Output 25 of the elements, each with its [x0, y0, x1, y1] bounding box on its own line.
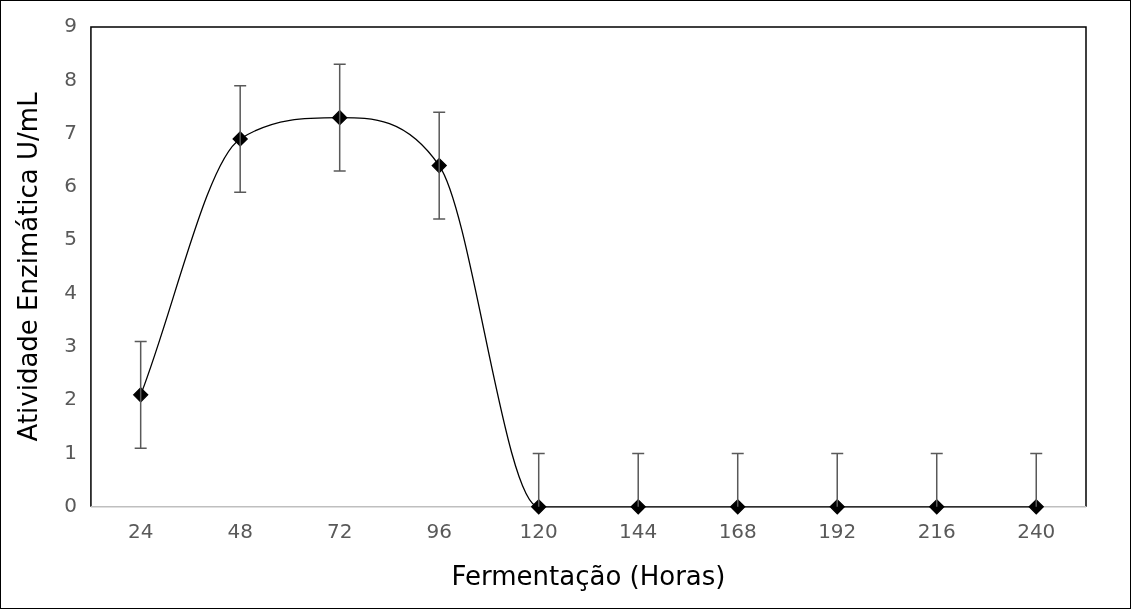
x-tick-label: 216: [917, 519, 956, 543]
x-tick-label: 120: [519, 519, 558, 543]
x-tick-label: 72: [326, 519, 353, 543]
y-tick-label: 5: [64, 226, 77, 251]
point: [730, 499, 746, 515]
point: [929, 499, 945, 515]
x-tick-label: 192: [818, 519, 857, 543]
point: [531, 499, 547, 515]
x-tick-label: 144: [619, 519, 658, 543]
x-tick-label: 24: [127, 519, 154, 543]
y-tick-label: 7: [64, 119, 77, 144]
y-axis-title: Atividade Enzimática U/mL: [13, 91, 44, 442]
y-tick-label: 0: [64, 493, 77, 517]
x-tick-label: 240: [1017, 519, 1056, 543]
x-tick-label: 48: [227, 519, 253, 543]
y-tick-label: 3: [64, 333, 77, 358]
y-tick-label: 1: [64, 439, 77, 464]
y-tick-label: 9: [64, 13, 77, 38]
y-tick-label: 6: [64, 173, 77, 198]
x-tick-label: 96: [426, 519, 452, 543]
y-tick-label: 4: [64, 279, 77, 304]
x-axis-title: Fermentação (Horas): [451, 561, 726, 592]
x-tick-label: 168: [718, 519, 757, 543]
y-tick-label: 2: [64, 386, 77, 411]
y-tick-label: 8: [64, 66, 77, 91]
